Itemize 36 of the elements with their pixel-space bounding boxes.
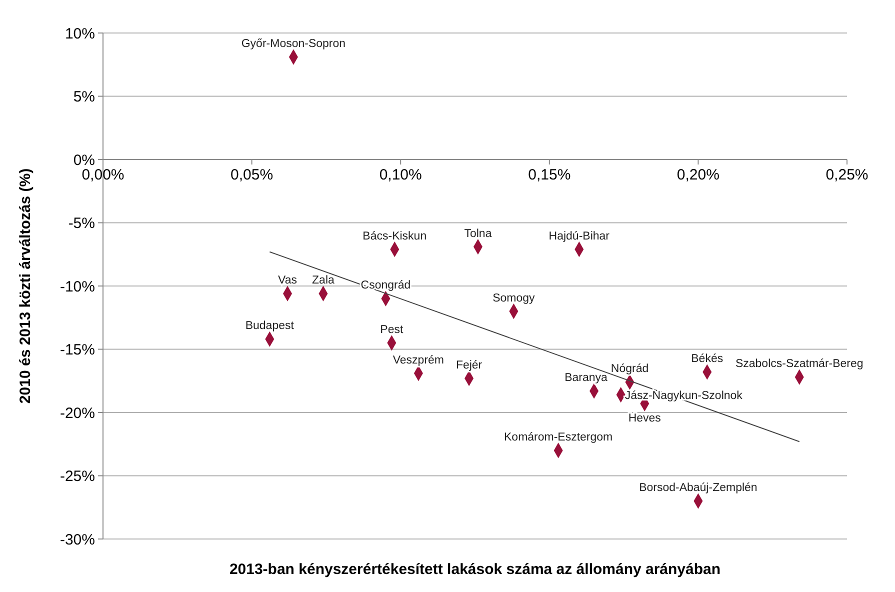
y-tick-label: -25%: [60, 468, 95, 485]
annotation: Fejér: [456, 359, 482, 372]
y-tick-label: -20%: [60, 404, 95, 422]
x-tick-label: 0,05%: [230, 166, 274, 184]
x-tick-label: 0,20%: [676, 166, 720, 184]
annotation: Borsod-Abaúj-Zemplén: [639, 482, 758, 494]
x-tick-label: 0,15%: [528, 166, 571, 184]
y-tick-label: -10%: [60, 278, 95, 296]
annotation: Zala: [312, 274, 336, 287]
annotation: Békés: [691, 353, 724, 366]
y-axis-title: 2010 és 2013 közti árváltozás (%): [17, 168, 34, 404]
annotation: Baranya: [564, 372, 608, 384]
annotation: Komárom-Esztergom: [504, 431, 613, 444]
annotation: Bács-Kiskun: [362, 230, 427, 242]
x-tick-label: 0,10%: [379, 166, 422, 184]
annotation: Csongrád: [360, 280, 411, 292]
annotation: Budapest: [245, 320, 295, 332]
y-tick-label: 0%: [73, 152, 95, 169]
annotation: Vas: [278, 274, 298, 287]
annotation: Veszprém: [392, 354, 444, 366]
annotation: Nógrád: [610, 363, 649, 376]
annotation: Tolna: [464, 228, 492, 240]
x-tick-label: 0,25%: [826, 166, 868, 184]
annotation: Pest: [380, 324, 404, 336]
y-tick-label: 5%: [73, 88, 95, 106]
x-axis-title: 2013-ban kényszerértékesített lakások száma az állomány arányában: [229, 561, 721, 578]
y-tick-label: 10%: [64, 25, 95, 42]
x-tick-label: 0,00%: [82, 166, 124, 184]
annotation: Somogy: [492, 292, 536, 304]
annotation: Hajdú-Bihar: [548, 230, 610, 242]
y-tick-label: -30%: [60, 531, 95, 548]
annotation: Heves: [628, 412, 662, 425]
annotation: Szabolcs-Szatmár-Bereg: [735, 358, 864, 370]
y-tick-label: -15%: [60, 342, 95, 358]
annotation: Győr-Moson-Sopron: [241, 38, 346, 50]
y-tick-label: -5%: [68, 215, 95, 232]
